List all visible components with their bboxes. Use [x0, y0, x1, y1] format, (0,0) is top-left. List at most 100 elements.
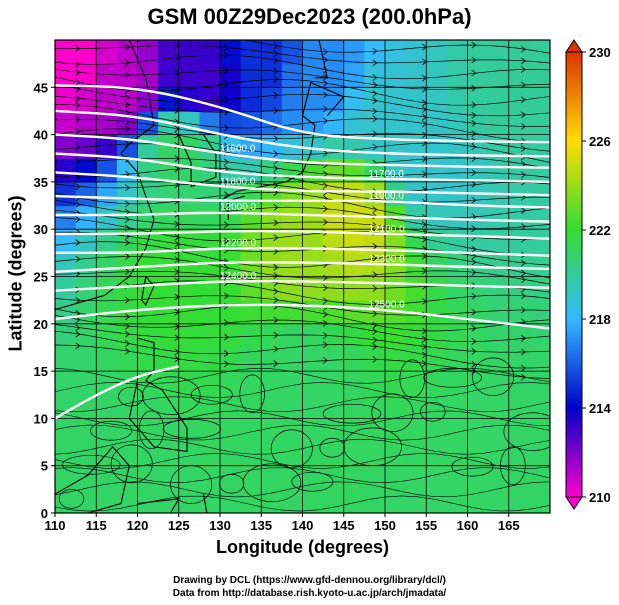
wind-arrow: [224, 158, 229, 166]
field-cell: [467, 40, 489, 65]
wind-arrow: [125, 200, 130, 208]
wind-arrow: [125, 184, 130, 192]
field-cell: [75, 158, 97, 183]
wind-arrow: [273, 345, 279, 353]
field-cell: [446, 371, 469, 396]
colorbar-tick-label: 222: [589, 223, 611, 238]
field-cell: [467, 63, 489, 88]
wind-arrow: [372, 328, 378, 335]
wind-arrow: [372, 301, 378, 308]
field-cell: [158, 300, 180, 325]
x-tick-label: 130: [209, 518, 231, 533]
field-cell: [178, 40, 200, 65]
field-cell: [199, 205, 221, 230]
wind-arrow: [372, 47, 378, 55]
field-cell: [323, 300, 345, 325]
wind-arrow: [323, 274, 328, 282]
field-cell: [75, 40, 97, 65]
wind-arrow: [224, 80, 229, 87]
field-cell: [529, 442, 550, 467]
field-cell: [116, 40, 139, 65]
field-cell: [488, 418, 510, 443]
field-cell: [178, 442, 200, 467]
field-cell: [55, 40, 77, 65]
field-cell: [426, 87, 448, 112]
field-cell: [281, 371, 304, 396]
wind-arrow: [372, 59, 378, 67]
field-cell: [302, 394, 324, 419]
field-cell: [178, 300, 200, 325]
field-cell: [281, 323, 304, 349]
field-cell: [529, 110, 550, 136]
field-cell: [96, 134, 118, 159]
field-cell: [508, 158, 530, 183]
field-cell: [529, 158, 550, 183]
field-cell: [426, 300, 448, 325]
field-cell: [240, 300, 262, 325]
field-cell: [75, 63, 97, 88]
field-cell: [240, 418, 262, 443]
field-cell: [467, 418, 489, 443]
wind-arrow: [323, 182, 328, 189]
field-cell: [261, 418, 283, 443]
wind-arrow: [175, 28, 179, 34]
field-cell: [343, 63, 365, 88]
wind-arrow: [521, 223, 526, 230]
wind-arrow: [75, 79, 81, 86]
field-cell: [55, 371, 77, 396]
field-cell: [343, 181, 365, 207]
wind-arrow: [521, 45, 526, 53]
wind-arrow: [75, 115, 81, 123]
wind-arrow: [323, 91, 328, 99]
field-cell: [96, 40, 118, 65]
wind-arrow: [224, 179, 229, 187]
field-cell: [158, 442, 180, 467]
field-cell: [426, 371, 448, 396]
height-contour: [55, 152, 550, 184]
field-cell: [343, 110, 365, 136]
wind-arrow: [75, 174, 81, 181]
coastline-segment: [55, 445, 130, 513]
field-cell: [343, 300, 365, 325]
field-cell: [385, 371, 407, 396]
field-cell: [405, 110, 427, 136]
field-cell: [199, 371, 221, 396]
field-cell: [364, 229, 386, 254]
y-tick-label: 35: [34, 175, 48, 190]
y-axis-label: Latitude (degrees): [5, 195, 26, 352]
field-cell: [446, 418, 469, 443]
wind-arrow: [273, 91, 279, 99]
streamline-eddy: [451, 456, 494, 477]
field-cell: [261, 205, 283, 230]
field-cell: [75, 300, 97, 325]
field-cell: [343, 418, 365, 443]
wind-arrow: [521, 364, 526, 372]
field-cell: [96, 323, 118, 349]
field-cell: [426, 276, 448, 301]
field-cell: [240, 87, 262, 112]
field-cell: [158, 394, 180, 419]
field-cell: [323, 418, 345, 443]
field-cell: [488, 87, 510, 112]
field-cell: [488, 323, 510, 349]
field-cell: [96, 394, 118, 419]
field-cell: [220, 418, 242, 443]
field-cell: [178, 276, 200, 301]
wind-arrow: [372, 343, 378, 350]
wind-arrow: [521, 57, 526, 65]
wind-arrow: [125, 125, 130, 133]
wind-arrow: [323, 284, 328, 292]
wind-arrow: [471, 181, 477, 188]
wind-arrow: [521, 292, 526, 300]
field-cell: [55, 181, 77, 207]
field-cell: [405, 87, 427, 112]
field-cell: [302, 87, 324, 112]
field-cell: [261, 87, 283, 112]
streamline-eddy: [420, 401, 446, 422]
field-cell: [446, 465, 469, 490]
wind-arrow: [471, 130, 477, 137]
field-cell: [446, 276, 469, 301]
field-cell: [343, 252, 365, 278]
wind-arrow: [224, 51, 229, 59]
field-cell: [446, 229, 469, 254]
